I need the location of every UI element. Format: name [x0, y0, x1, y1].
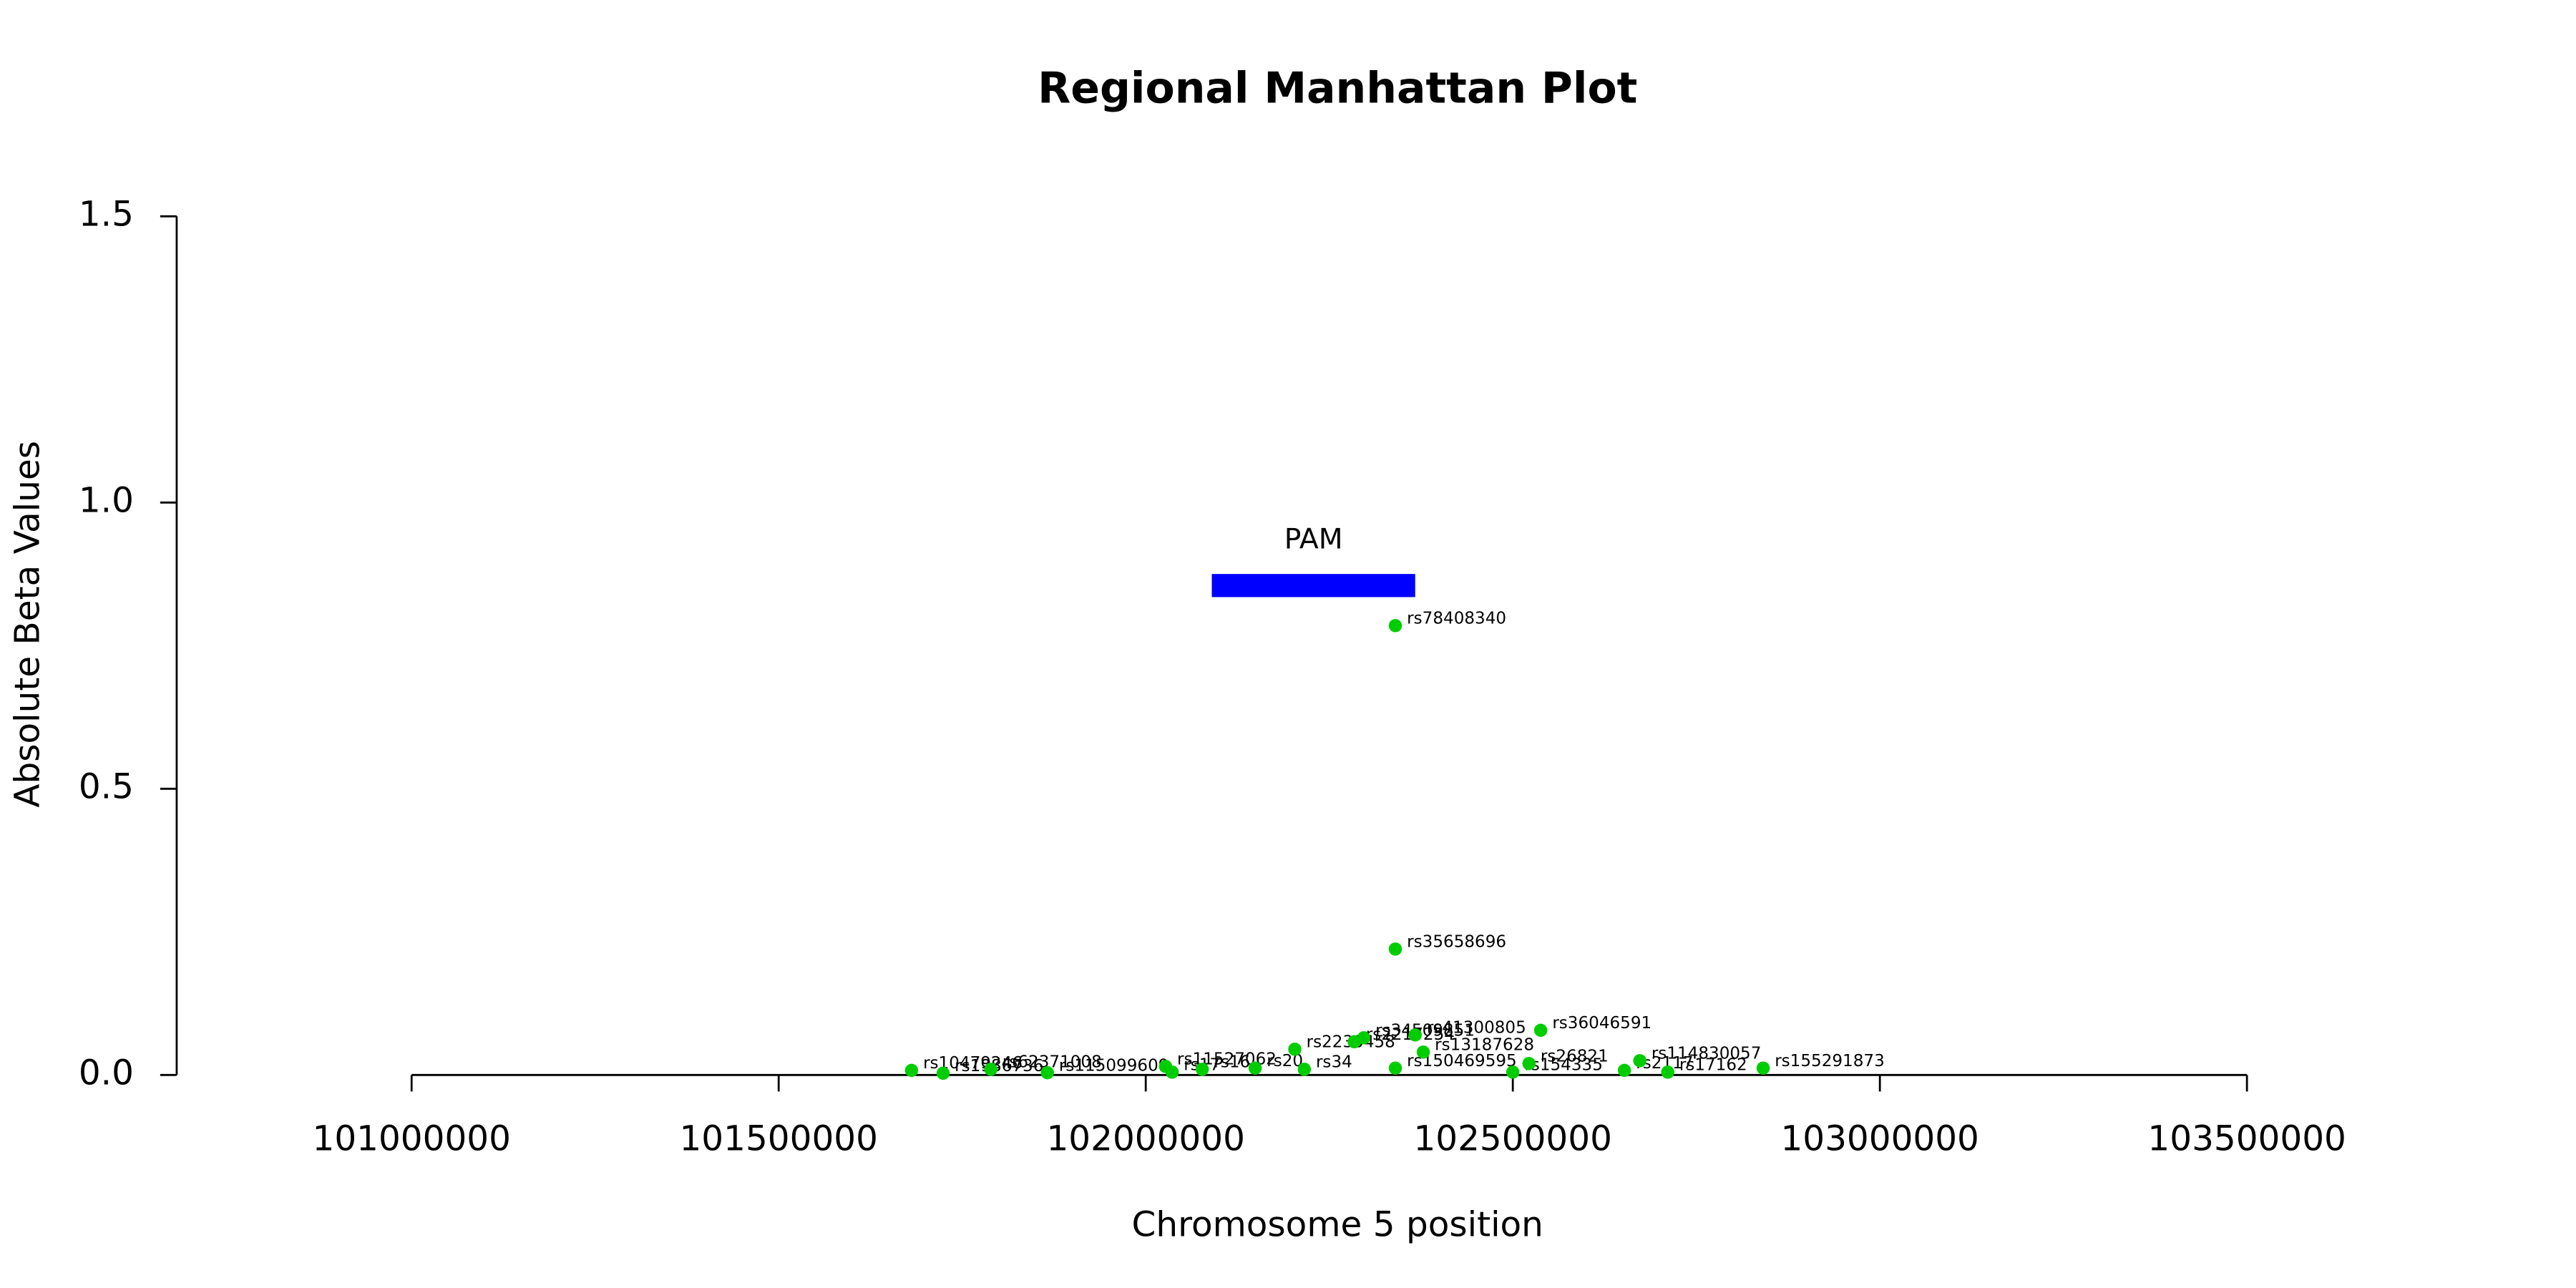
snp-point [1416, 1045, 1430, 1059]
x-tick-label: 102500000 [1413, 1119, 1611, 1159]
gene-label: PAM [1284, 524, 1343, 556]
snp-point [1388, 619, 1402, 633]
snp-point [1388, 1061, 1402, 1075]
snp-point [904, 1063, 919, 1078]
snp-label: rs1986736 [955, 1057, 1043, 1075]
snp-label: rs155291873 [1775, 1052, 1885, 1070]
y-tick-label: 1.5 [79, 194, 134, 234]
snp-label: rs17162 [1679, 1056, 1747, 1075]
gene-bar [1211, 574, 1415, 597]
y-tick-label: 0.5 [79, 766, 134, 806]
snp-point [1040, 1065, 1054, 1080]
snp-label: rs115099609 [1059, 1056, 1169, 1075]
snp-point [1288, 1043, 1302, 1056]
snp-point [1165, 1065, 1179, 1079]
chart-title: Regional Manhattan Plot [1038, 64, 1637, 114]
snp-point [1297, 1063, 1312, 1076]
snp-label: rs13187628 [1435, 1036, 1534, 1055]
snp-point [1195, 1063, 1209, 1076]
x-tick-label: 101000000 [313, 1119, 511, 1159]
snp-label: rs34509851 [1375, 1022, 1475, 1040]
snp-point [1522, 1057, 1536, 1070]
snp-point [1661, 1065, 1674, 1079]
snp-label: rs154335 [1524, 1056, 1603, 1075]
x-tick-label: 102000000 [1046, 1119, 1244, 1159]
snp-label: rs16 [1214, 1053, 1250, 1072]
snp-label: rs41300805 [1427, 1019, 1526, 1038]
x-axis-label: Chromosome 5 position [1132, 1205, 1543, 1245]
snp-point [984, 1063, 997, 1076]
snp-label: rs34 [1316, 1053, 1352, 1072]
x-tick-label: 101500000 [679, 1119, 877, 1159]
snp-point [936, 1066, 950, 1080]
y-tick-label: 1.0 [79, 480, 134, 520]
snp-label: rs114830057 [1652, 1045, 1762, 1063]
snp-label: rs26821 [1541, 1048, 1609, 1066]
snp-label: rs78408340 [1407, 610, 1506, 628]
snp-point [1756, 1061, 1770, 1075]
snp-label: rs36046591 [1552, 1014, 1652, 1033]
x-tick-label: 103500000 [2147, 1119, 2346, 1159]
snp-point [1357, 1031, 1371, 1045]
y-tick-label: 0.0 [79, 1053, 134, 1093]
snp-point [1533, 1023, 1548, 1038]
snp-point [1633, 1054, 1646, 1068]
snp-point [1388, 942, 1402, 956]
y-axis-label: Absolute Beta Values [8, 441, 48, 808]
snp-point [1617, 1063, 1631, 1078]
snp-label: rs35658696 [1407, 933, 1506, 952]
snp-point [1506, 1065, 1520, 1079]
x-tick-label: 103000000 [1780, 1119, 1979, 1159]
snp-point [1408, 1028, 1422, 1042]
snp-point [1248, 1061, 1262, 1075]
